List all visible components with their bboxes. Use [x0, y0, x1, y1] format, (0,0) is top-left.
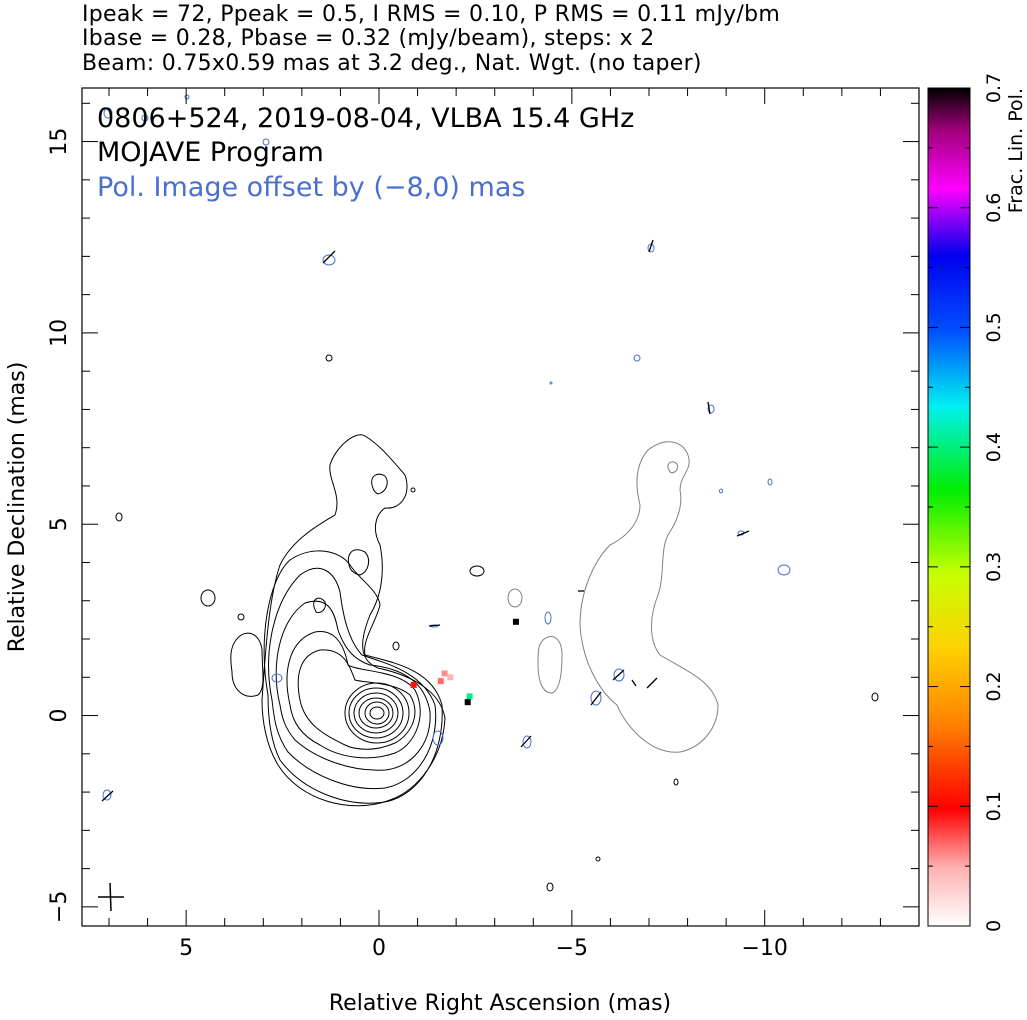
colorbar-tick-label: 0.2 — [983, 671, 1005, 701]
fpol-pixel — [447, 674, 454, 681]
colorbar-tick-label: 0.3 — [983, 552, 1005, 582]
fractional-polarization-pixels — [410, 618, 519, 706]
offset-note: Pol. Image offset by (−8,0) mas — [97, 172, 525, 203]
x-tick-label: 0 — [372, 936, 386, 961]
x-axis-label: Relative Right Ascension (mas) — [329, 991, 671, 1016]
y-axis-label: Relative Declination (mas) — [5, 362, 30, 653]
header-line-3: Beam: 0.75x0.59 mas at 3.2 deg., Nat. Wg… — [82, 51, 702, 76]
beam-marker — [98, 882, 124, 912]
fpol-pixel — [437, 678, 444, 685]
source-label: 0806+524, 2019-08-04, VLBA 15.4 GHz — [97, 103, 634, 134]
fpol-pixel — [441, 670, 448, 677]
colorbar-tick-label: 0.6 — [983, 193, 1005, 223]
y-tick-label: 10 — [47, 319, 72, 347]
offset-total-intensity-contour — [507, 441, 719, 753]
fpol-pixel — [466, 693, 473, 700]
colorbar-tick-label: 0.7 — [983, 73, 1005, 103]
y-tick-label: −5 — [47, 891, 72, 923]
polarization-vectors — [101, 239, 750, 802]
colorbar-tick-label: 0.5 — [983, 312, 1005, 342]
fpol-pixel — [410, 681, 417, 688]
x-tick-label: −10 — [741, 936, 787, 961]
y-axis-ticks: −5 0 5 10 15 — [47, 102, 919, 923]
colorbar-tick-label: 0.1 — [983, 791, 1005, 821]
program-label: MOJAVE Program — [97, 137, 324, 168]
fpol-pixel — [464, 699, 471, 706]
colorbar-tick-label: 0.4 — [983, 432, 1005, 462]
colorbar-tick-label: 0 — [983, 920, 1005, 932]
header-line-1: Ipeak = 72, Ppeak = 0.5, I RMS = 0.10, P… — [82, 2, 781, 27]
y-tick-label: 5 — [47, 517, 72, 531]
x-axis-ticks: 5 0 −5 −10 — [108, 88, 920, 961]
colorbar: 0 0.1 0.2 0.3 0.4 0.5 0.6 0.7 Frac. Lin. Pol. — [927, 73, 1027, 932]
colorbar-label: Frac. Lin. Pol. — [1005, 88, 1027, 213]
x-tick-label: −5 — [556, 936, 588, 961]
header-line-2: Ibase = 0.28, Pbase = 0.32 (mJy/beam), s… — [82, 26, 655, 51]
colorbar-ticks: 0 0.1 0.2 0.3 0.4 0.5 0.6 0.7 — [928, 73, 1005, 932]
y-tick-label: 15 — [47, 128, 72, 156]
fpol-pixel — [512, 618, 519, 625]
y-tick-label: 0 — [47, 709, 72, 723]
total-intensity-contours — [115, 354, 879, 892]
plot-frame — [81, 87, 920, 927]
x-tick-label: 5 — [179, 936, 193, 961]
colorbar-gradient — [927, 87, 971, 927]
